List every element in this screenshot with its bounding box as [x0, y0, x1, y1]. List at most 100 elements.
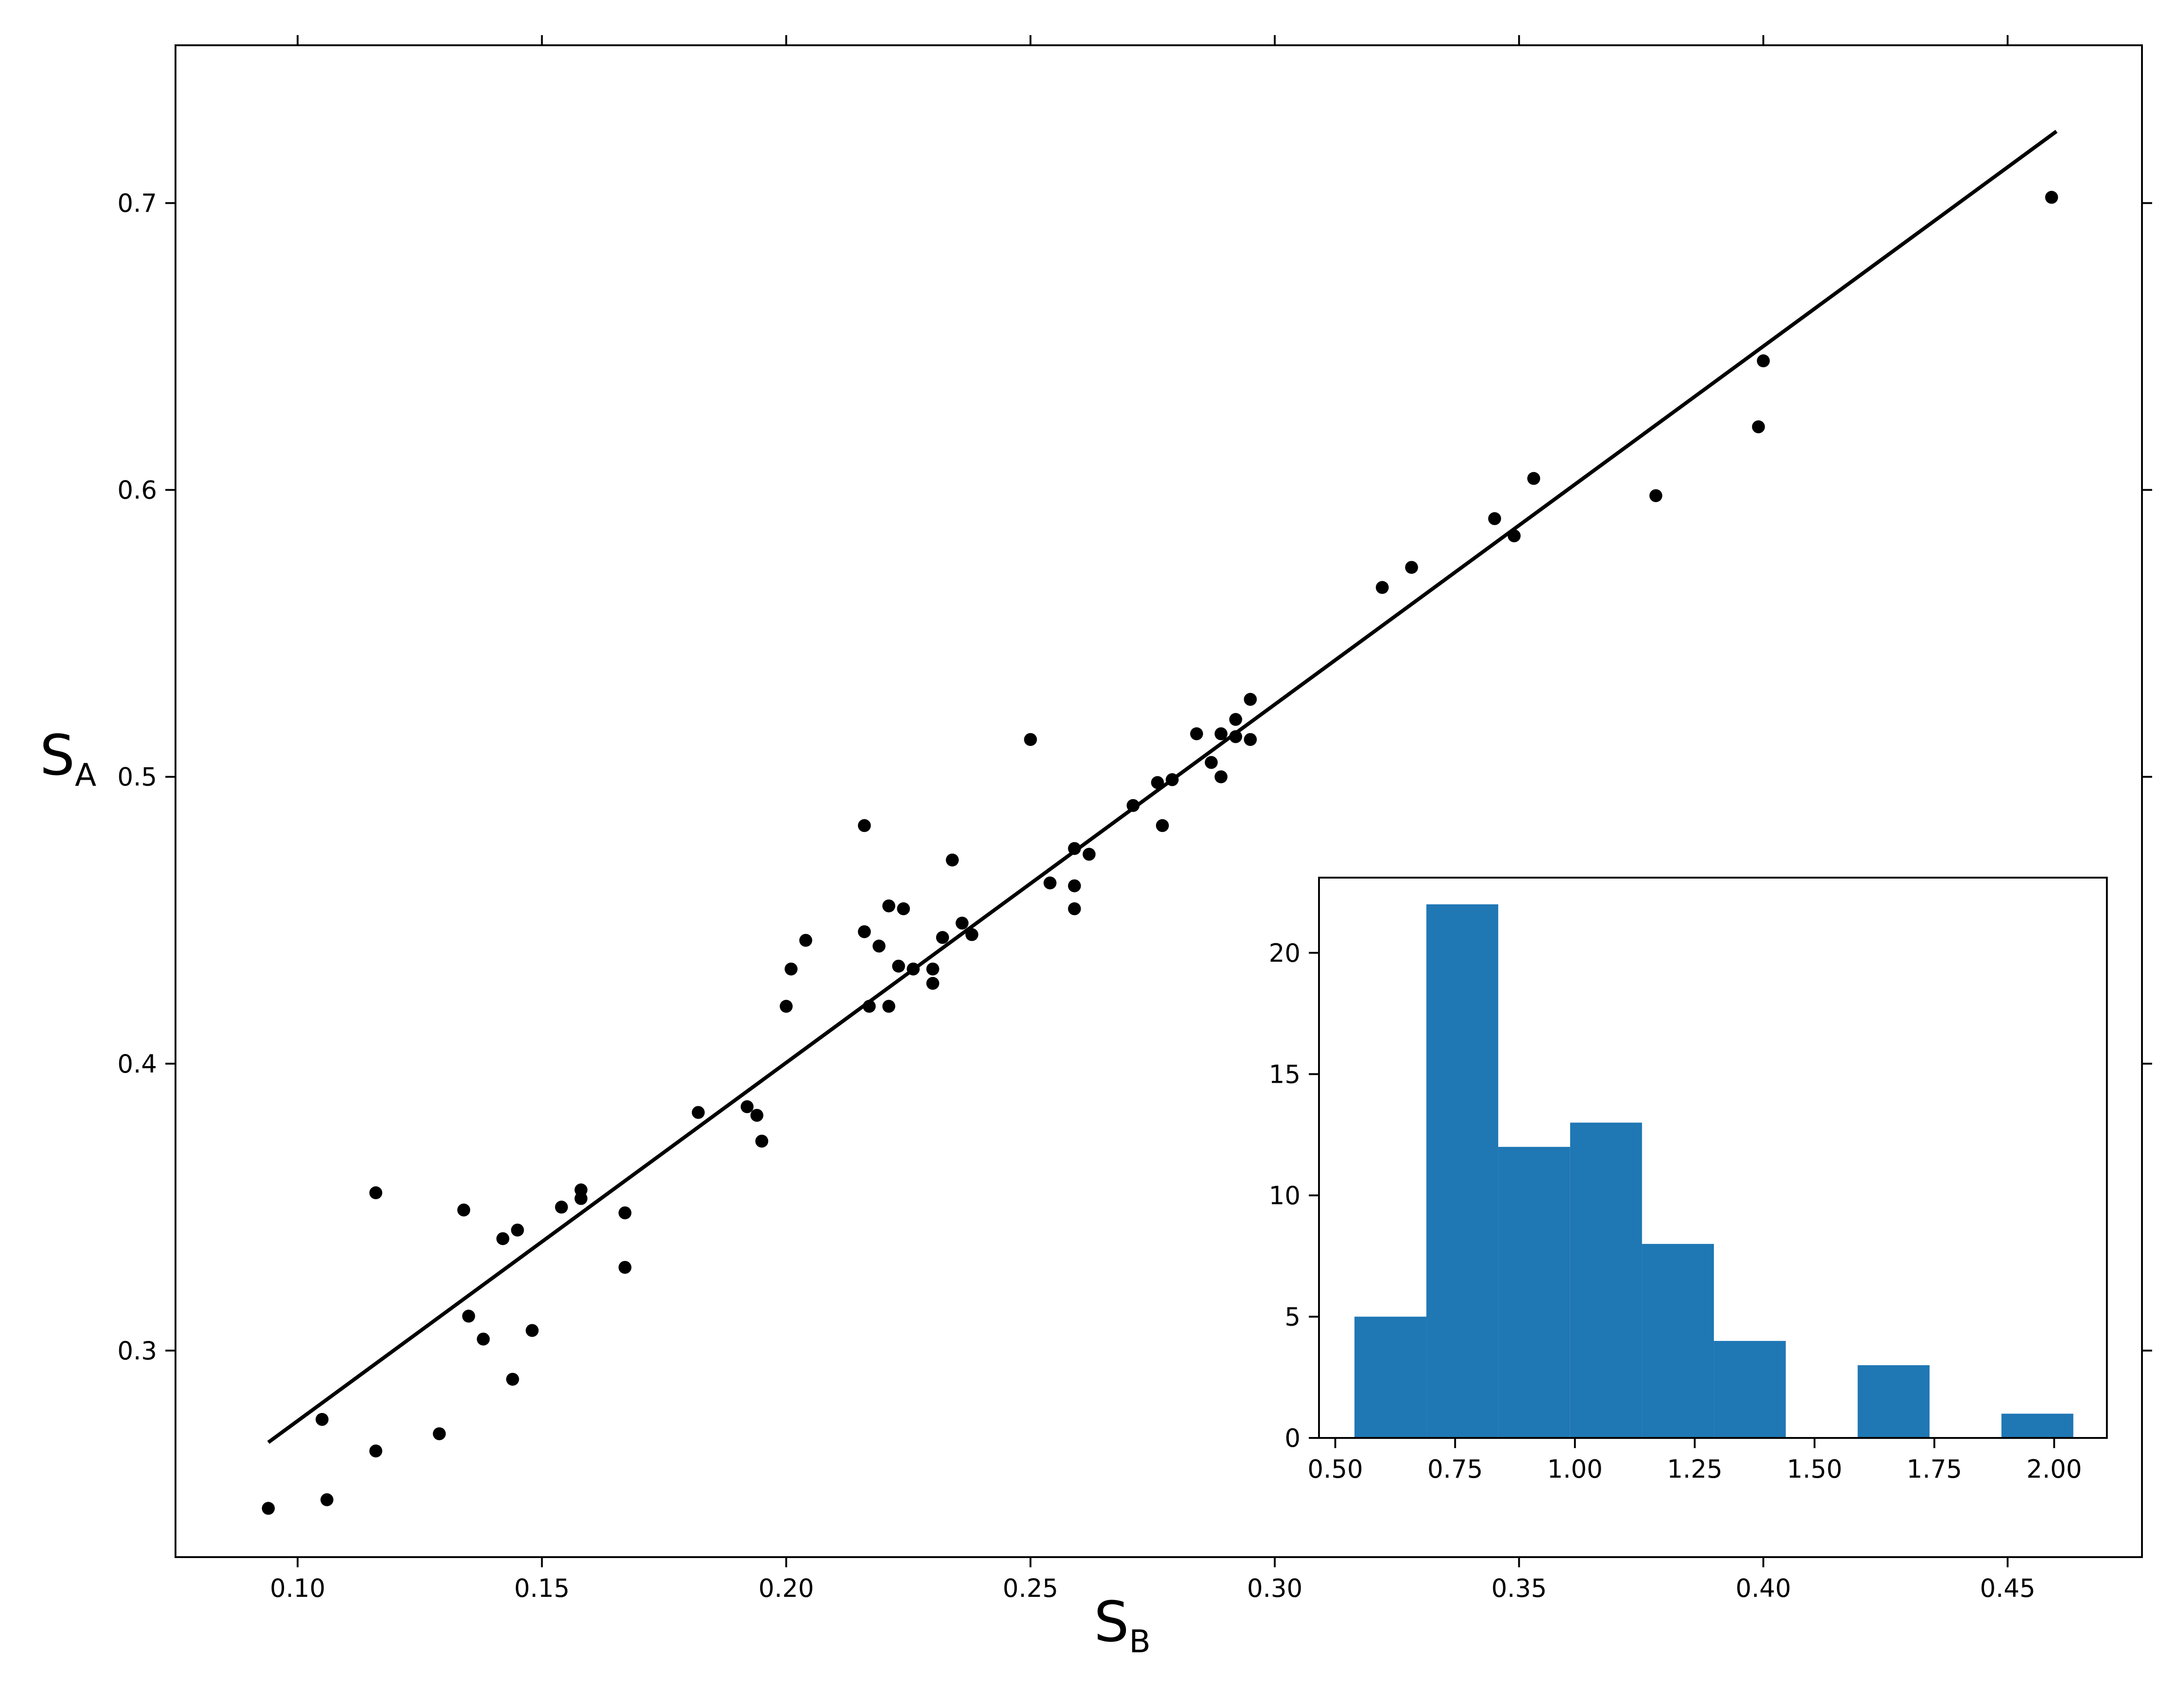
data-point: [555, 1201, 568, 1214]
data-point: [462, 1310, 475, 1323]
hist-x-tick-label: 2.00: [2027, 1455, 2082, 1484]
data-point: [433, 1427, 446, 1440]
x-tick-label: 0.30: [1247, 1574, 1302, 1603]
data-point: [1405, 561, 1418, 574]
data-point: [369, 1186, 382, 1200]
histogram-bar: [1570, 1122, 1642, 1438]
histogram-bar: [1354, 1316, 1427, 1438]
histogram-bar: [1498, 1146, 1570, 1438]
data-point: [799, 934, 812, 947]
data-point: [1166, 773, 1179, 786]
histogram-y-ticks: 0 5 10 15 20: [1269, 939, 1319, 1453]
x-tick-label: 0.15: [514, 1574, 569, 1603]
data-point: [1244, 733, 1257, 746]
histogram-x-ticks: 0.50 0.75 1.00 1.25 1.50 1.75 2.00: [1307, 1438, 2082, 1484]
hist-y-tick-label: 5: [1285, 1302, 1301, 1331]
data-point: [858, 925, 871, 939]
x-tick-label: 0.40: [1736, 1574, 1791, 1603]
data-point: [750, 1109, 763, 1122]
data-point: [1488, 512, 1501, 525]
data-point: [858, 819, 871, 832]
data-point: [1204, 756, 1218, 769]
data-point: [369, 1444, 382, 1458]
data-point: [320, 1493, 333, 1506]
data-point: [1024, 733, 1037, 746]
y-tick-label: 0.4: [117, 1049, 157, 1079]
data-point: [618, 1261, 632, 1274]
scatter-y-ticks: 0.3 0.4 0.5 0.6 0.7: [117, 189, 2152, 1365]
data-point: [1752, 420, 1765, 434]
data-point: [496, 1232, 509, 1245]
y-tick-label: 0.5: [117, 763, 157, 792]
hist-y-tick-label: 15: [1269, 1060, 1301, 1089]
data-point: [892, 959, 905, 973]
data-point: [965, 928, 979, 941]
data-point: [740, 1100, 754, 1113]
data-point: [1043, 876, 1057, 890]
data-point: [863, 1000, 876, 1013]
data-point: [907, 962, 920, 976]
y-tick-label: 0.6: [117, 476, 157, 505]
data-point: [956, 916, 969, 930]
x-tick-label: 0.45: [1980, 1574, 2035, 1603]
data-point: [511, 1223, 524, 1237]
data-point: [1649, 489, 1663, 503]
data-point: [882, 1000, 895, 1013]
y-tick-label: 0.7: [117, 189, 157, 218]
scatter-plot-frame: [175, 44, 2143, 1558]
hist-x-tick-label: 1.25: [1667, 1455, 1722, 1484]
data-point: [926, 962, 939, 976]
data-point: [506, 1372, 519, 1386]
histogram-bar: [1857, 1365, 1930, 1438]
y-axis-title: SA: [40, 724, 97, 794]
data-point: [897, 902, 910, 916]
histogram-bars: [1354, 904, 2074, 1438]
y-tick-label: 0.3: [117, 1336, 157, 1365]
data-point: [946, 853, 959, 867]
histogram-bar: [1426, 904, 1499, 1438]
data-point: [1151, 776, 1164, 789]
data-point: [926, 976, 939, 990]
data-point: [755, 1134, 768, 1148]
hist-x-tick-label: 1.50: [1787, 1455, 1842, 1484]
inset-frame: [1318, 877, 2108, 1439]
data-point: [457, 1203, 471, 1217]
data-point: [477, 1332, 490, 1346]
scatter-plot: 0.10 0.15 0.20 0.25 0.30 0.35 0.40 0.45 0.30.40…: [40, 35, 2152, 1660]
data-point: [1190, 727, 1203, 740]
data-point: [315, 1413, 329, 1426]
data-point: [2045, 191, 2058, 204]
inset-histogram: 0.50 0.75 1.00 1.25 1.50 1.75 2.00 0 5 10 15 20: [1269, 877, 2108, 1484]
data-point: [261, 1502, 275, 1515]
data-point: [618, 1206, 632, 1219]
data-point: [1214, 770, 1228, 783]
x-tick-label: 0.25: [1003, 1574, 1058, 1603]
data-point: [1757, 354, 1770, 368]
data-point: [882, 899, 895, 913]
data-point: [1126, 799, 1140, 812]
fit-line: [267, 130, 2058, 1444]
hist-x-tick-label: 1.75: [1906, 1455, 1962, 1484]
data-point: [780, 1000, 793, 1013]
x-axis-title: SB: [1094, 1590, 1151, 1660]
scatter-x-ticks: 0.10 0.15 0.20 0.25 0.30 0.35 0.40 0.45: [270, 35, 2035, 1603]
data-point: [872, 940, 886, 953]
data-point: [526, 1324, 539, 1337]
data-point: [1083, 848, 1096, 861]
data-point: [1527, 472, 1540, 485]
data-point: [1229, 730, 1242, 743]
data-point: [1068, 902, 1081, 916]
data-point: [1507, 529, 1521, 543]
hist-x-tick-label: 0.75: [1428, 1455, 1483, 1484]
hist-y-tick-label: 0: [1285, 1424, 1301, 1453]
hist-x-tick-label: 1.00: [1547, 1455, 1603, 1484]
x-tick-label: 0.20: [758, 1574, 814, 1603]
data-point: [1229, 713, 1242, 726]
data-point: [1068, 842, 1081, 855]
histogram-bar: [1642, 1243, 1714, 1438]
hist-x-tick-label: 0.50: [1307, 1455, 1363, 1484]
histogram-bar: [1714, 1340, 1786, 1438]
data-point: [784, 962, 798, 976]
